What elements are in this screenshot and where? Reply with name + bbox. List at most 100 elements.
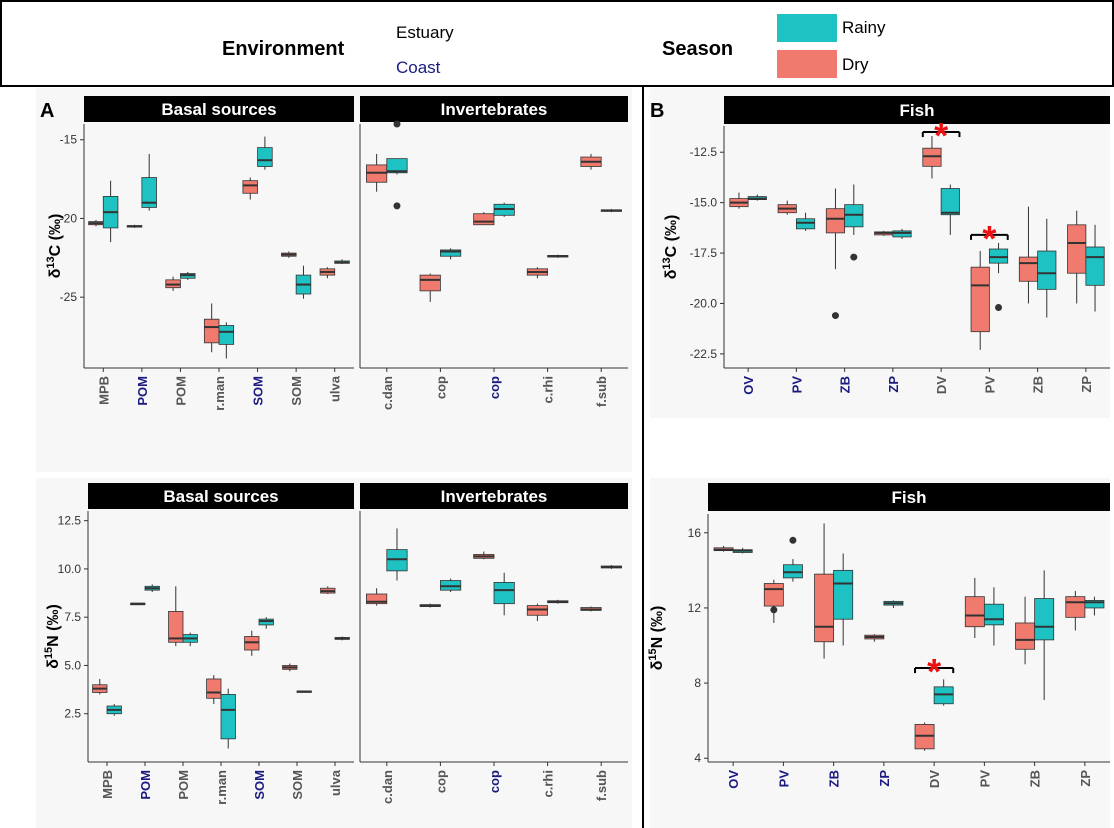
y-tick-label: -22.5 [690, 347, 718, 361]
y-tick-label: -20 [60, 211, 78, 225]
legend-frame [0, 0, 1114, 87]
x-tick-label: MPB [100, 770, 115, 799]
box [1034, 598, 1055, 641]
facet-strip-title: Basal sources [161, 100, 276, 119]
x-tick-label: cop [433, 376, 448, 399]
y-tick-label: -17.5 [690, 246, 718, 260]
x-tick-label: ZP [1078, 770, 1093, 787]
y-axis-label: δ13C (‰) [661, 215, 680, 280]
x-tick-label: POM [173, 376, 188, 406]
x-tick-label: PV [977, 770, 992, 788]
box [1065, 596, 1086, 618]
box [493, 582, 515, 605]
facet-strip [708, 483, 1110, 511]
box [892, 230, 912, 238]
x-tick-label: POM [176, 770, 191, 800]
x-tick-label: ZB [1031, 376, 1046, 393]
significance-asterisk: * [927, 651, 941, 692]
y-tick-label: 10.0 [58, 562, 82, 576]
y-axis-label: δ15N (‰) [647, 606, 666, 671]
facet-strip [84, 96, 354, 122]
y-axis-label: δ15N (‰) [43, 604, 62, 669]
x-tick-label: r.man [214, 770, 229, 805]
significance-asterisk: * [982, 218, 996, 259]
box [218, 325, 235, 345]
panel-background [36, 478, 632, 828]
y-tick-label: 8 [694, 676, 701, 690]
x-tick-label: ZP [1079, 376, 1094, 393]
x-tick-label: ulva [328, 769, 343, 796]
box [964, 596, 985, 628]
x-tick-label: POM [138, 770, 153, 800]
y-tick-label: 7.5 [64, 610, 81, 624]
box [1037, 250, 1057, 290]
facet-strip-title: Invertebrates [441, 100, 548, 119]
x-tick-label: f.sub [594, 770, 609, 801]
box [419, 274, 441, 292]
box [203, 318, 220, 344]
x-tick-label: POM [135, 376, 150, 406]
x-tick-label: c.rhi [541, 770, 556, 797]
x-tick-label: ulva [328, 375, 343, 402]
x-tick-label: DV [927, 770, 942, 788]
x-tick-label: c.dan [380, 376, 395, 410]
x-tick-label: ZB [1028, 770, 1043, 787]
y-tick-label: 5.0 [64, 658, 81, 672]
box [242, 180, 258, 194]
y-tick-label: -12.5 [690, 145, 718, 159]
legend-season-title: Season [662, 38, 733, 60]
legend-rainy-label: Rainy [842, 18, 886, 37]
box [141, 177, 157, 208]
box [366, 593, 388, 605]
panel-background [36, 88, 632, 472]
x-tick-label: f.sub [594, 376, 609, 407]
box-outlier [393, 120, 401, 128]
x-tick-label: cop [487, 376, 502, 399]
x-tick-label: ZB [838, 376, 853, 393]
box [970, 266, 990, 333]
legend-dry-swatch [777, 50, 837, 78]
legend-dry-label: Dry [842, 55, 869, 74]
y-tick-label: -15 [60, 133, 78, 147]
panel-letter: B [650, 100, 664, 122]
y-tick-label: -15.0 [690, 196, 718, 210]
y-tick-label: 12.5 [58, 514, 82, 528]
legend-environment-title: Environment [222, 38, 345, 60]
legend-environment-coast: Coast [396, 58, 441, 77]
facet-strip [360, 96, 628, 122]
y-axis-label: δ13C (‰) [45, 214, 64, 279]
x-tick-label: ZP [877, 770, 892, 787]
y-tick-label: -25 [60, 290, 78, 304]
significance-asterisk: * [934, 115, 948, 156]
panel-background [650, 478, 1110, 828]
box [220, 694, 236, 740]
box [1085, 246, 1105, 286]
legend-rainy-swatch [777, 14, 837, 42]
legend-environment-estuary: Estuary [396, 23, 454, 42]
box [922, 147, 942, 167]
panel-letter: A [40, 100, 54, 122]
box [206, 678, 222, 699]
y-tick-label: 2.5 [64, 707, 81, 721]
box-outlier [831, 312, 839, 320]
x-tick-label: MPB [96, 376, 111, 405]
box [257, 147, 273, 167]
box-outlier [850, 253, 858, 261]
box-outlier [789, 536, 797, 544]
box [1015, 622, 1036, 650]
box [473, 213, 495, 226]
box [833, 569, 854, 620]
box-outlier [770, 606, 778, 614]
box [825, 208, 846, 234]
box [844, 204, 864, 228]
y-tick-label: -20.0 [690, 296, 718, 310]
box [1067, 224, 1087, 274]
box [763, 583, 784, 607]
box [439, 249, 462, 257]
panel-background [650, 88, 1110, 418]
x-tick-label: OV [741, 376, 756, 395]
x-tick-label: c.dan [380, 770, 395, 804]
y-tick-label: 12 [688, 601, 702, 615]
